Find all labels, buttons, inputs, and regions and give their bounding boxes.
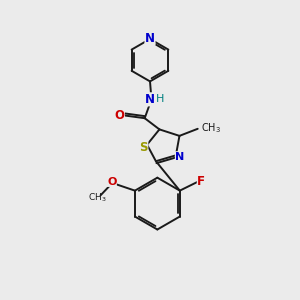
Text: O: O (107, 176, 116, 187)
Text: N: N (145, 93, 155, 106)
Text: N: N (145, 32, 155, 45)
Text: CH$_3$: CH$_3$ (88, 191, 106, 204)
Text: S: S (139, 141, 148, 154)
Text: H: H (155, 94, 164, 104)
Text: F: F (197, 175, 205, 188)
Text: CH$_3$: CH$_3$ (201, 121, 221, 134)
Text: O: O (114, 109, 124, 122)
Text: N: N (176, 152, 185, 162)
